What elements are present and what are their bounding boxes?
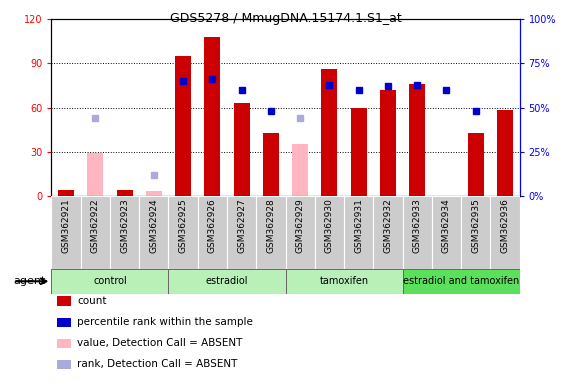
Text: GSM362923: GSM362923 xyxy=(120,198,129,253)
Text: agent: agent xyxy=(13,276,46,286)
Bar xyxy=(490,196,520,269)
Text: rank, Detection Call = ABSENT: rank, Detection Call = ABSENT xyxy=(77,359,238,369)
Text: estradiol: estradiol xyxy=(206,276,248,286)
Text: GSM362925: GSM362925 xyxy=(179,198,188,253)
Bar xyxy=(263,132,279,196)
Text: GSM362930: GSM362930 xyxy=(325,198,334,253)
Bar xyxy=(380,90,396,196)
Bar xyxy=(198,196,227,269)
Text: GSM362929: GSM362929 xyxy=(296,198,305,253)
Bar xyxy=(168,269,286,294)
Text: GSM362934: GSM362934 xyxy=(442,198,451,253)
Text: GSM362922: GSM362922 xyxy=(91,198,100,253)
Bar xyxy=(351,108,367,196)
Bar xyxy=(461,196,490,269)
Bar xyxy=(468,132,484,196)
Bar xyxy=(373,196,403,269)
Text: GSM362921: GSM362921 xyxy=(62,198,71,253)
Text: count: count xyxy=(77,296,107,306)
Bar xyxy=(87,153,103,196)
Text: GSM362936: GSM362936 xyxy=(500,198,509,253)
Bar xyxy=(168,196,198,269)
Text: GSM362924: GSM362924 xyxy=(149,198,158,253)
Bar xyxy=(409,84,425,196)
Bar xyxy=(146,192,162,196)
Bar xyxy=(110,196,139,269)
Bar xyxy=(204,37,220,196)
Text: percentile rank within the sample: percentile rank within the sample xyxy=(77,317,253,327)
Text: GSM362928: GSM362928 xyxy=(266,198,275,253)
Bar xyxy=(58,190,74,196)
Text: GSM362926: GSM362926 xyxy=(208,198,217,253)
Bar xyxy=(234,103,250,196)
Text: control: control xyxy=(93,276,127,286)
Bar xyxy=(256,196,286,269)
Text: GSM362931: GSM362931 xyxy=(354,198,363,253)
Bar xyxy=(81,196,110,269)
Bar xyxy=(116,190,132,196)
Bar xyxy=(403,269,520,294)
Bar xyxy=(175,56,191,196)
Text: GDS5278 / MmugDNA.15174.1.S1_at: GDS5278 / MmugDNA.15174.1.S1_at xyxy=(170,12,401,25)
Bar xyxy=(432,196,461,269)
Bar xyxy=(51,196,81,269)
Bar xyxy=(51,269,168,294)
Bar xyxy=(497,111,513,196)
Text: GSM362935: GSM362935 xyxy=(471,198,480,253)
Bar xyxy=(146,192,162,196)
Text: tamoxifen: tamoxifen xyxy=(319,276,369,286)
Text: value, Detection Call = ABSENT: value, Detection Call = ABSENT xyxy=(77,338,243,348)
Bar xyxy=(227,196,256,269)
Bar xyxy=(286,196,315,269)
Bar xyxy=(344,196,373,269)
Text: GSM362932: GSM362932 xyxy=(383,198,392,253)
Bar xyxy=(139,196,168,269)
Text: GSM362927: GSM362927 xyxy=(237,198,246,253)
Bar xyxy=(321,69,337,196)
Bar xyxy=(403,196,432,269)
Text: GSM362933: GSM362933 xyxy=(413,198,422,253)
Bar xyxy=(315,196,344,269)
Text: estradiol and tamoxifen: estradiol and tamoxifen xyxy=(403,276,519,286)
Bar xyxy=(292,144,308,196)
Bar xyxy=(286,269,403,294)
